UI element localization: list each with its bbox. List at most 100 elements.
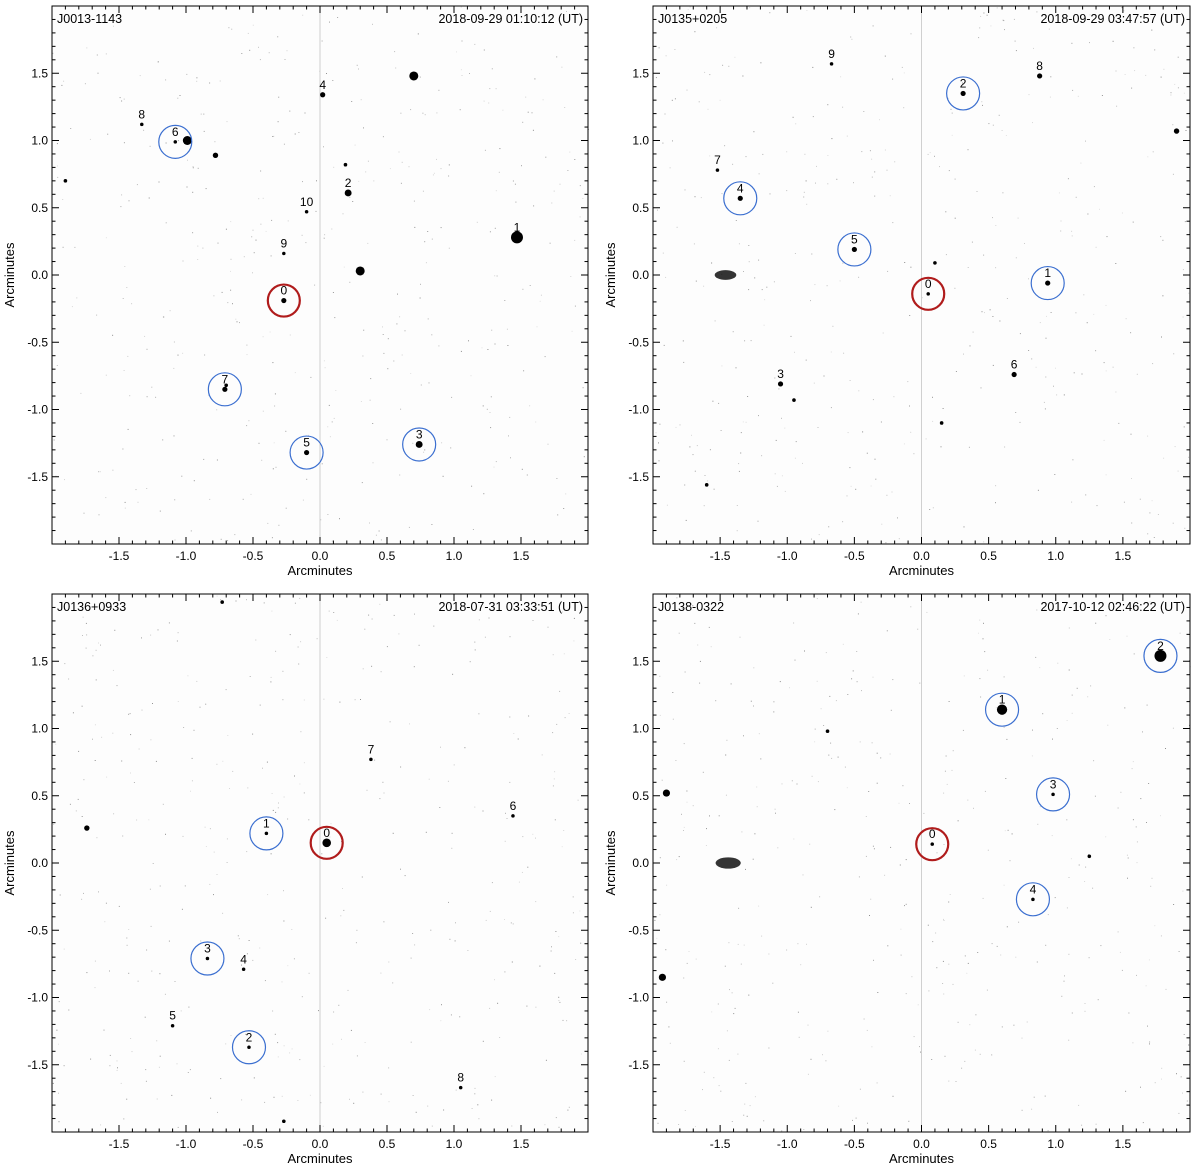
noise-pixel bbox=[489, 910, 491, 912]
noise-pixel bbox=[944, 770, 946, 772]
noise-pixel bbox=[658, 460, 660, 462]
noise-pixel bbox=[573, 617, 575, 619]
noise-pixel bbox=[910, 266, 912, 268]
noise-pixel bbox=[758, 415, 759, 417]
noise-pixel bbox=[773, 281, 775, 283]
noise-pixel bbox=[382, 781, 384, 783]
x-tick-label: 1.0 bbox=[446, 1137, 463, 1151]
noise-pixel bbox=[85, 622, 87, 624]
noise-pixel bbox=[807, 1024, 809, 1026]
noise-pixel bbox=[277, 1042, 279, 1044]
noise-pixel bbox=[980, 696, 982, 698]
noise-pixel bbox=[793, 838, 795, 840]
noise-pixel bbox=[491, 68, 493, 70]
noise-pixel bbox=[932, 507, 934, 509]
source-label: 0 bbox=[323, 826, 330, 840]
noise-pixel bbox=[715, 700, 717, 702]
noise-pixel bbox=[156, 1098, 158, 1100]
noise-pixel bbox=[873, 848, 875, 850]
noise-pixel bbox=[1140, 1086, 1141, 1088]
noise-pixel bbox=[982, 897, 984, 899]
noise-pixel bbox=[525, 96, 527, 98]
noise-pixel bbox=[858, 876, 860, 878]
noise-pixel bbox=[474, 649, 476, 651]
noise-pixel bbox=[926, 611, 928, 613]
noise-pixel bbox=[339, 701, 341, 703]
noise-pixel bbox=[1107, 724, 1109, 726]
noise-pixel bbox=[112, 732, 114, 734]
noise-pixel bbox=[196, 77, 198, 79]
x-tick-label: -1.5 bbox=[109, 549, 130, 563]
noise-pixel bbox=[542, 99, 544, 101]
noise-pixel bbox=[569, 151, 571, 153]
reference-circle bbox=[231, 1030, 267, 1065]
noise-pixel bbox=[1109, 639, 1111, 640]
noise-pixel bbox=[321, 853, 323, 855]
noise-pixel bbox=[138, 748, 140, 750]
x-tick-label: 1.0 bbox=[1047, 549, 1064, 563]
noise-pixel bbox=[476, 221, 478, 223]
noise-pixel bbox=[484, 149, 486, 151]
noise-pixel bbox=[123, 370, 125, 371]
noise-pixel bbox=[85, 647, 87, 649]
noise-pixel bbox=[389, 721, 391, 723]
noise-pixel bbox=[1060, 230, 1062, 232]
noise-pixel bbox=[225, 689, 227, 691]
noise-pixel bbox=[363, 127, 364, 129]
noise-pixel bbox=[905, 993, 907, 995]
noise-pixel bbox=[460, 69, 462, 71]
noise-pixel bbox=[955, 371, 957, 372]
noise-pixel bbox=[75, 810, 77, 812]
noise-pixel bbox=[852, 1119, 853, 1121]
noise-pixel bbox=[1014, 40, 1016, 42]
noise-pixel bbox=[448, 164, 450, 166]
noise-pixel bbox=[203, 458, 205, 460]
noise-pixel bbox=[683, 743, 685, 745]
noise-pixel bbox=[850, 36, 852, 38]
noise-pixel bbox=[905, 859, 907, 861]
noise-pixel bbox=[126, 944, 128, 946]
noise-pixel bbox=[440, 746, 441, 748]
noise-pixel bbox=[794, 659, 796, 661]
noise-pixel bbox=[105, 237, 107, 239]
noise-pixel bbox=[474, 1093, 476, 1095]
noise-pixel bbox=[1182, 269, 1184, 271]
noise-pixel bbox=[662, 252, 664, 254]
noise-pixel bbox=[303, 699, 305, 701]
noise-pixel bbox=[865, 816, 867, 817]
noise-pixel bbox=[558, 996, 560, 998]
source-label: 7 bbox=[368, 742, 375, 756]
noise-pixel bbox=[106, 776, 108, 778]
noise-pixel bbox=[146, 396, 148, 398]
noise-pixel bbox=[687, 9, 689, 11]
noise-pixel bbox=[283, 920, 285, 922]
noise-pixel bbox=[1145, 74, 1147, 76]
field-star bbox=[63, 179, 68, 183]
noise-pixel bbox=[992, 364, 994, 366]
source-label: 0 bbox=[280, 284, 287, 298]
noise-pixel bbox=[957, 820, 959, 822]
noise-pixel bbox=[187, 1072, 189, 1073]
noise-pixel bbox=[270, 853, 272, 855]
noise-pixel bbox=[374, 759, 376, 761]
noise-pixel bbox=[734, 1007, 736, 1009]
noise-pixel bbox=[904, 262, 906, 263]
noise-pixel bbox=[182, 352, 184, 354]
noise-pixel bbox=[1092, 887, 1094, 889]
noise-pixel bbox=[671, 99, 673, 101]
noise-pixel bbox=[984, 312, 985, 314]
noise-pixel bbox=[181, 908, 183, 910]
noise-pixel bbox=[331, 540, 333, 542]
noise-pixel bbox=[116, 685, 118, 687]
noise-pixel bbox=[761, 289, 763, 291]
noise-pixel bbox=[379, 798, 381, 800]
noise-pixel bbox=[535, 837, 536, 839]
noise-pixel bbox=[932, 420, 934, 422]
noise-pixel bbox=[802, 874, 804, 876]
noise-pixel bbox=[1076, 687, 1078, 689]
noise-pixel bbox=[116, 1069, 118, 1071]
noise-pixel bbox=[222, 912, 224, 914]
noise-pixel bbox=[793, 622, 795, 624]
noise-pixel bbox=[382, 136, 384, 138]
noise-pixel bbox=[775, 439, 777, 441]
